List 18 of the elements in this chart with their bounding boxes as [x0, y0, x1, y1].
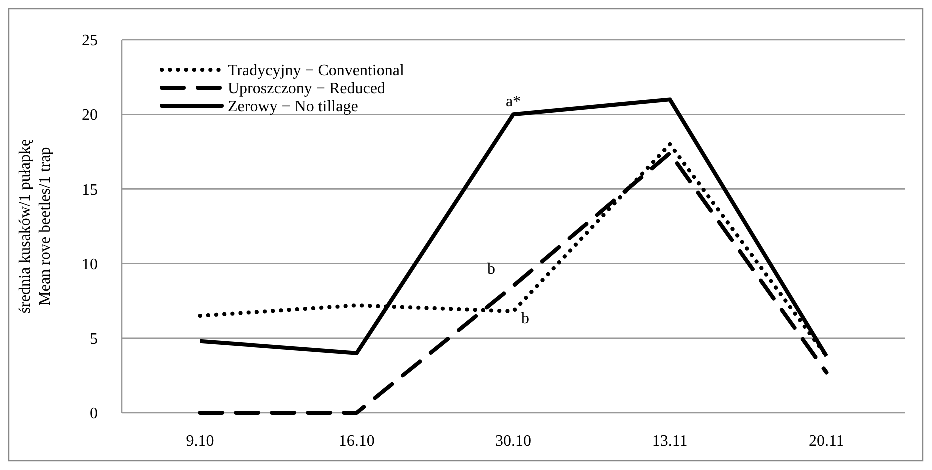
x-tick-label: 20.11: [808, 433, 844, 450]
x-tick-label: 13.11: [652, 433, 688, 450]
annotation: b: [522, 310, 530, 328]
legend-label: Zerowy − No tillage: [228, 98, 358, 116]
x-tick-label: 30.10: [496, 433, 532, 450]
y-tick-label: 25: [82, 32, 98, 50]
y-tick-label: 20: [82, 107, 98, 124]
y-tick-label: 0: [90, 406, 98, 423]
y-tick-label: 15: [82, 182, 98, 199]
x-tick-label: 16.10: [338, 433, 375, 450]
x-tick-label: 9.10: [186, 433, 214, 450]
legend-label: Uproszczony − Reduced: [228, 80, 386, 98]
y-axis-title: średnia kusaków/1 pułapkę Mean rove beetles/1 trap: [17, 139, 54, 314]
annotation: a*: [506, 94, 522, 111]
y-tick-label: 5: [90, 331, 98, 348]
legend-label: Tradycyjny − Conventional: [228, 62, 405, 80]
annotation: b: [488, 261, 496, 278]
y-tick-label: 10: [82, 256, 98, 274]
